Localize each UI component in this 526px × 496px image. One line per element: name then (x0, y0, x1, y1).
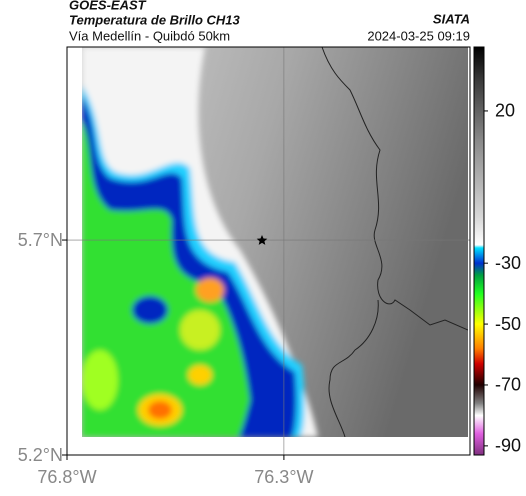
location-marker (256, 235, 268, 245)
colorbar-tick-label: 20 (495, 101, 515, 121)
map-frame (66, 46, 471, 456)
datetime: 2024-03-25 09:19 (367, 28, 470, 43)
colorbar-fill (473, 46, 485, 456)
colorbar-tick-label: -50 (495, 314, 521, 334)
location: Vía Medellín - Quibdó 50km (69, 28, 230, 43)
source: SIATA (433, 11, 470, 26)
colorbar-tick-label: -70 (495, 375, 521, 395)
title: GOES-EAST (69, 0, 147, 12)
subtitle: Temperatura de Brillo CH13 (69, 12, 241, 27)
x-tick-label: 76.8°W (37, 467, 96, 487)
y-tick-label: 5.7°N (18, 230, 63, 250)
colorbar-tick-label: -90 (495, 436, 521, 456)
x-tick-label: 76.3°W (254, 467, 313, 487)
colorbar-tick-label: -30 (495, 253, 521, 273)
y-tick-label: 5.2°N (18, 445, 63, 465)
satellite-image (82, 47, 468, 437)
colorbar: 20 -30 -50 -70 -90 (473, 46, 521, 456)
